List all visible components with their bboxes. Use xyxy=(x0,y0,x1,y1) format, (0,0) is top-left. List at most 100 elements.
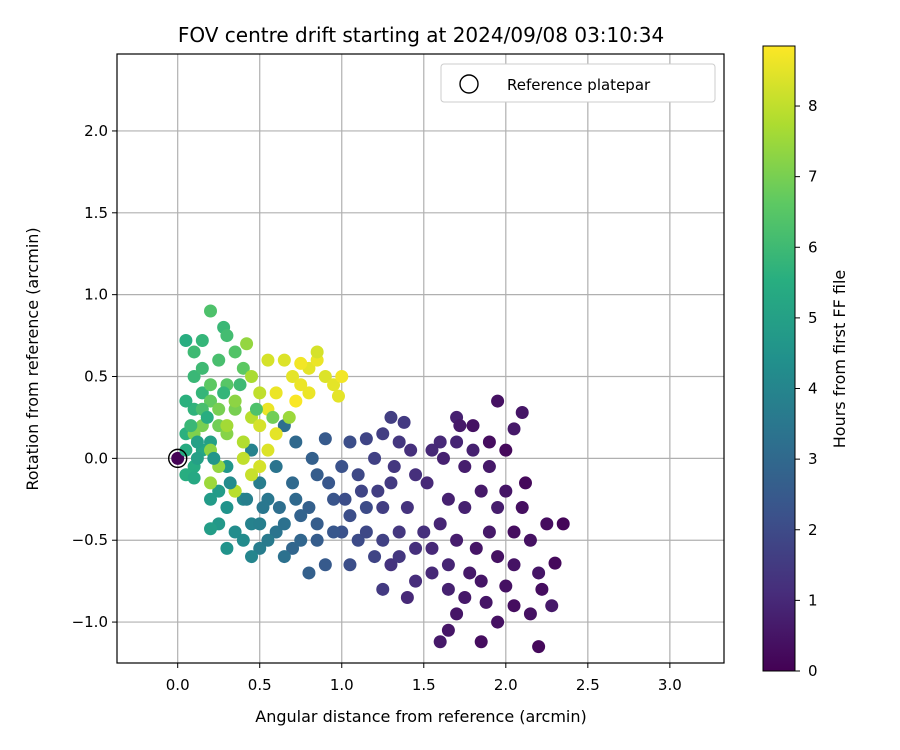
data-point xyxy=(220,419,234,433)
colorbar xyxy=(762,45,796,672)
data-point xyxy=(318,432,332,446)
data-point xyxy=(441,623,455,637)
x-tick-label: 0.5 xyxy=(248,676,272,694)
data-point xyxy=(425,566,439,580)
data-point xyxy=(187,345,201,359)
data-point xyxy=(479,595,493,609)
data-point xyxy=(286,541,300,555)
data-point xyxy=(294,533,308,547)
legend-entry: Reference platepar xyxy=(507,76,651,94)
data-point xyxy=(343,558,357,572)
data-point xyxy=(384,476,398,490)
data-point xyxy=(409,574,423,588)
data-point xyxy=(204,304,218,318)
data-point xyxy=(294,356,308,370)
data-point xyxy=(245,370,259,384)
y-tick-label: 1.0 xyxy=(84,286,108,304)
data-point xyxy=(302,500,316,514)
data-point xyxy=(289,394,303,408)
data-point xyxy=(318,370,332,384)
data-point xyxy=(310,533,324,547)
data-point xyxy=(249,402,263,416)
x-tick-label: 3.0 xyxy=(658,676,682,694)
data-point xyxy=(179,333,193,347)
data-point xyxy=(376,582,390,596)
data-point xyxy=(420,476,434,490)
data-point xyxy=(277,517,291,531)
data-point xyxy=(458,591,472,605)
legend-box xyxy=(440,63,716,103)
data-point xyxy=(453,419,467,433)
data-point xyxy=(253,476,267,490)
colorbar-tick-label: 5 xyxy=(808,309,818,327)
colorbar-tick-label: 3 xyxy=(808,450,818,468)
data-point xyxy=(261,443,275,457)
data-point xyxy=(289,435,303,449)
data-point xyxy=(318,558,332,572)
reference-marker-layer xyxy=(167,448,188,469)
data-point xyxy=(212,353,226,367)
data-point xyxy=(187,471,201,485)
data-point xyxy=(409,468,423,482)
data-point xyxy=(228,525,242,539)
data-point xyxy=(245,468,259,482)
data-point xyxy=(466,419,480,433)
data-point xyxy=(253,541,267,555)
data-point xyxy=(515,406,529,420)
colorbar-ticks: 0 1 2 3 4 5 6 7 8 xyxy=(795,97,818,680)
data-point xyxy=(535,582,549,596)
data-point xyxy=(523,607,537,621)
data-point xyxy=(245,443,259,457)
data-point xyxy=(491,500,505,514)
data-point xyxy=(228,394,242,408)
data-point xyxy=(171,451,185,465)
data-point xyxy=(466,443,480,457)
y-tick-label: 1.5 xyxy=(84,204,108,222)
data-point xyxy=(236,533,250,547)
data-point xyxy=(204,492,218,506)
data-point xyxy=(400,500,414,514)
data-point xyxy=(204,378,218,392)
data-point xyxy=(368,451,382,465)
data-point xyxy=(261,353,275,367)
data-point xyxy=(450,435,464,449)
data-point xyxy=(392,550,406,564)
data-point xyxy=(335,460,349,474)
data-point xyxy=(548,556,562,570)
data-point xyxy=(507,422,521,436)
data-point xyxy=(223,476,237,490)
data-point xyxy=(335,370,349,384)
legend: Reference platepar xyxy=(440,63,716,103)
data-point xyxy=(261,533,275,547)
y-tick-label: −1.0 xyxy=(72,613,108,631)
data-point xyxy=(384,410,398,424)
data-point xyxy=(474,635,488,649)
data-point xyxy=(540,517,554,531)
data-point xyxy=(294,509,308,523)
data-point xyxy=(384,558,398,572)
data-point xyxy=(441,558,455,572)
data-point xyxy=(515,500,529,514)
data-point xyxy=(433,635,447,649)
data-point xyxy=(220,329,234,343)
data-point xyxy=(458,460,472,474)
data-point xyxy=(233,378,247,392)
data-point xyxy=(491,394,505,408)
data-point xyxy=(463,566,477,580)
data-point xyxy=(499,484,513,498)
y-tick-label: 0.0 xyxy=(84,449,108,467)
y-tick-label: 0.5 xyxy=(84,368,108,386)
data-point xyxy=(212,484,226,498)
x-ticks: 0.0 0.5 1.0 1.5 2.0 2.5 3.0 xyxy=(166,663,682,694)
data-point xyxy=(450,533,464,547)
data-point xyxy=(354,484,368,498)
data-point xyxy=(433,435,447,449)
data-point xyxy=(269,427,283,441)
data-point xyxy=(195,386,209,400)
x-tick-label: 2.5 xyxy=(576,676,600,694)
data-point xyxy=(302,566,316,580)
x-tick-label: 2.0 xyxy=(494,676,518,694)
data-point xyxy=(351,533,365,547)
data-point xyxy=(310,468,324,482)
